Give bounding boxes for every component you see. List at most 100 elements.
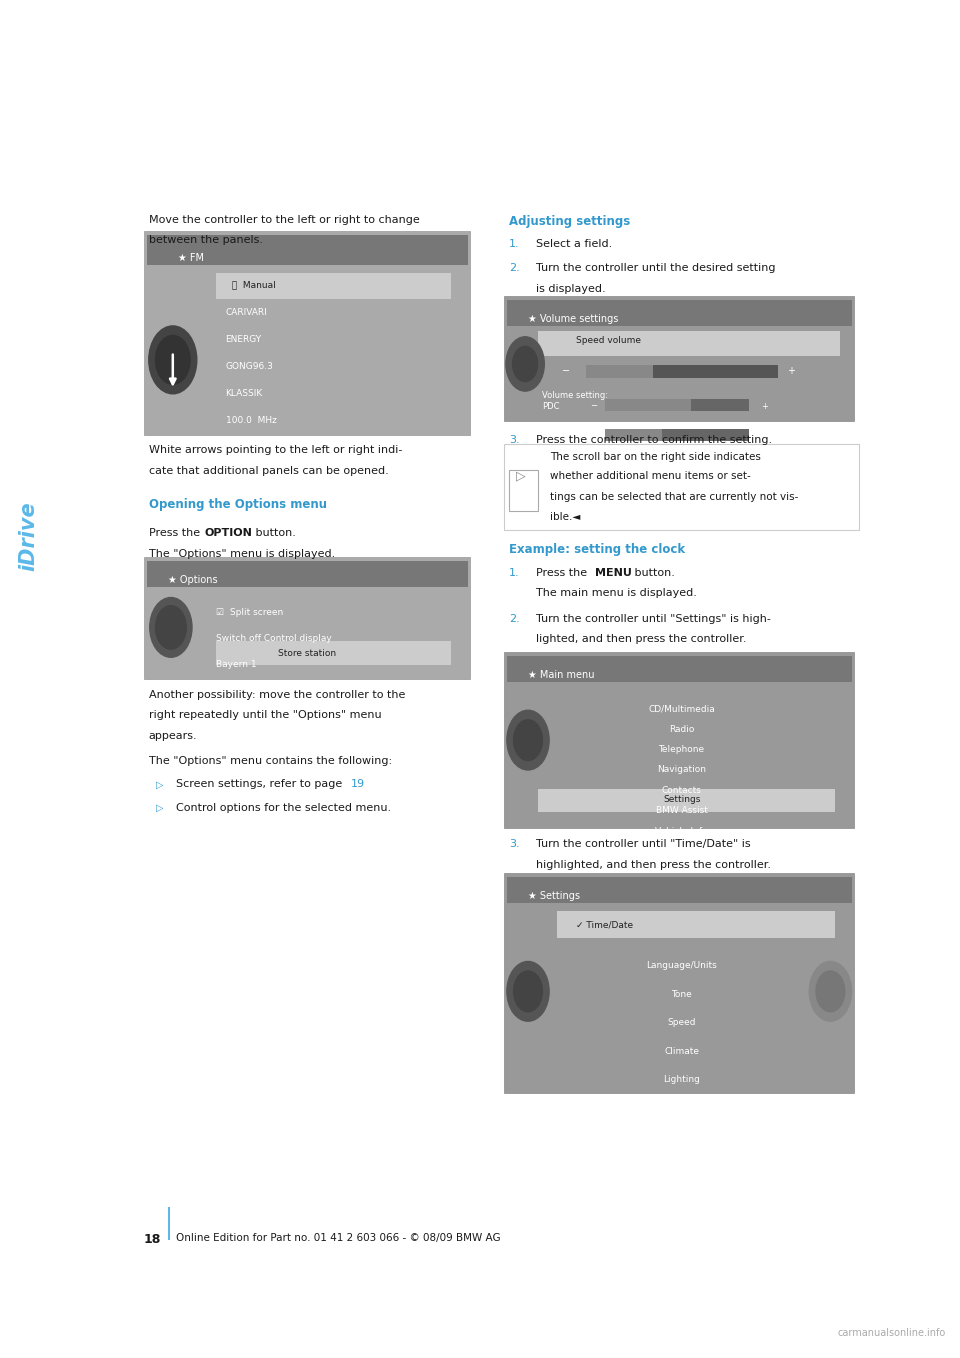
Text: Vehicle Info: Vehicle Info xyxy=(656,827,708,835)
Text: 3.: 3. xyxy=(509,839,519,849)
Text: ▷: ▷ xyxy=(156,779,164,789)
Text: −: − xyxy=(590,432,597,440)
Text: Turn the controller until the desired setting: Turn the controller until the desired se… xyxy=(536,263,775,273)
Text: button.: button. xyxy=(631,568,675,577)
Bar xyxy=(504,652,854,828)
Bar xyxy=(147,561,468,587)
Text: whether additional menu items or set-: whether additional menu items or set- xyxy=(550,471,751,481)
Text: Online Edition for Part no. 01 41 2 603 066 - © 08/09 BMW AG: Online Edition for Part no. 01 41 2 603 … xyxy=(176,1233,500,1243)
Text: Another possibility: move the controller to the: Another possibility: move the controller… xyxy=(149,690,405,699)
Text: Door locks: Door locks xyxy=(658,1104,706,1112)
Text: The main menu is displayed.: The main menu is displayed. xyxy=(536,588,697,598)
Text: Speed volume: Speed volume xyxy=(576,337,641,345)
Text: Tone: Tone xyxy=(671,990,692,998)
Circle shape xyxy=(809,961,852,1021)
Text: White arrows pointing to the left or right indi-: White arrows pointing to the left or rig… xyxy=(149,445,402,455)
Text: Climate: Climate xyxy=(664,1047,699,1055)
Circle shape xyxy=(156,335,190,384)
Bar xyxy=(509,470,538,511)
Text: Press the: Press the xyxy=(149,528,204,538)
Text: is displayed.: is displayed. xyxy=(536,284,606,293)
Text: OPTION: OPTION xyxy=(204,528,252,538)
Text: PDC: PDC xyxy=(542,402,560,410)
Text: 19: 19 xyxy=(350,779,365,789)
Text: ☑  Split screen: ☑ Split screen xyxy=(216,608,283,618)
Text: lighted, and then press the controller.: lighted, and then press the controller. xyxy=(536,634,746,644)
Bar xyxy=(605,399,749,411)
Text: Bayern 1: Bayern 1 xyxy=(216,660,256,669)
Text: GONG96.3: GONG96.3 xyxy=(226,363,274,371)
Text: Speed: Speed xyxy=(667,1018,696,1027)
Text: Press the controller to confirm the setting.: Press the controller to confirm the sett… xyxy=(536,435,772,444)
Text: 100.0  MHz: 100.0 MHz xyxy=(226,417,276,425)
Text: Turn the controller until "Settings" is high-: Turn the controller until "Settings" is … xyxy=(536,614,771,623)
Text: ★ Settings: ★ Settings xyxy=(528,891,580,902)
Text: Adjusting settings: Adjusting settings xyxy=(509,215,630,228)
Text: between the panels.: between the panels. xyxy=(149,235,263,244)
Bar xyxy=(605,429,749,441)
Text: ★ FM: ★ FM xyxy=(178,253,204,263)
Text: The scroll bar on the right side indicates: The scroll bar on the right side indicat… xyxy=(550,452,761,462)
Bar xyxy=(216,641,451,665)
Bar xyxy=(147,235,468,265)
Text: 1.: 1. xyxy=(509,239,519,249)
Text: carmanualsonline.info: carmanualsonline.info xyxy=(837,1328,946,1338)
Text: +: + xyxy=(787,365,795,376)
Text: Store station: Store station xyxy=(278,649,336,657)
Text: ▷: ▷ xyxy=(156,803,164,812)
Bar xyxy=(605,429,662,441)
Text: ⌕  Manual: ⌕ Manual xyxy=(226,281,276,289)
Bar xyxy=(538,789,835,812)
Bar xyxy=(538,331,840,356)
Text: −: − xyxy=(562,365,569,376)
Bar xyxy=(507,656,852,682)
Text: Opening the Options menu: Opening the Options menu xyxy=(149,498,326,512)
Text: Lighting: Lighting xyxy=(663,1076,700,1084)
Text: Language/Units: Language/Units xyxy=(646,961,717,970)
Text: KLASSIK: KLASSIK xyxy=(226,390,263,398)
Text: 3.: 3. xyxy=(509,435,519,444)
Circle shape xyxy=(507,961,549,1021)
Bar xyxy=(504,296,854,421)
Text: Control options for the selected menu.: Control options for the selected menu. xyxy=(176,803,391,812)
Text: BMW Assist: BMW Assist xyxy=(656,807,708,815)
Text: Radio: Radio xyxy=(669,725,694,733)
Bar xyxy=(507,877,852,903)
Text: Press the: Press the xyxy=(536,568,590,577)
Text: Settings: Settings xyxy=(663,796,700,804)
Text: cate that additional panels can be opened.: cate that additional panels can be opene… xyxy=(149,466,389,475)
Bar xyxy=(586,365,653,378)
Text: The "Options" menu is displayed.: The "Options" menu is displayed. xyxy=(149,549,335,558)
Text: 1.: 1. xyxy=(509,568,519,577)
Bar xyxy=(504,444,859,530)
Text: ★ Main menu: ★ Main menu xyxy=(528,669,594,680)
Text: ✓ Time/Date: ✓ Time/Date xyxy=(576,921,634,929)
Text: CD/Multimedia: CD/Multimedia xyxy=(648,705,715,713)
Bar xyxy=(586,365,778,378)
Text: Example: setting the clock: Example: setting the clock xyxy=(509,543,684,557)
Text: The "Options" menu contains the following:: The "Options" menu contains the followin… xyxy=(149,756,392,766)
Text: tings can be selected that are currently not vis-: tings can be selected that are currently… xyxy=(550,492,799,501)
Bar xyxy=(507,300,852,326)
Circle shape xyxy=(816,971,845,1012)
Text: +: + xyxy=(761,432,768,440)
Text: Gong: Gong xyxy=(542,432,564,440)
Text: button.: button. xyxy=(252,528,297,538)
Bar xyxy=(168,1207,170,1240)
Text: −: − xyxy=(590,402,597,410)
Text: highlighted, and then press the controller.: highlighted, and then press the controll… xyxy=(536,860,771,869)
Text: ENERGY: ENERGY xyxy=(226,335,262,344)
Text: 2.: 2. xyxy=(509,614,519,623)
Text: Turn the controller until "Time/Date" is: Turn the controller until "Time/Date" is xyxy=(536,839,751,849)
Text: 2.: 2. xyxy=(509,263,519,273)
Text: right repeatedly until the "Options" menu: right repeatedly until the "Options" men… xyxy=(149,710,381,720)
Text: MENU: MENU xyxy=(595,568,632,577)
Circle shape xyxy=(513,346,538,382)
Text: Move the controller to the left or right to change: Move the controller to the left or right… xyxy=(149,215,420,224)
Text: Screen settings, refer to page: Screen settings, refer to page xyxy=(176,779,346,789)
Text: Navigation: Navigation xyxy=(657,766,707,774)
Text: 18: 18 xyxy=(144,1233,161,1247)
Text: Volume setting:: Volume setting: xyxy=(542,391,609,399)
Bar xyxy=(216,273,451,299)
Text: CARIVARI: CARIVARI xyxy=(226,308,267,316)
